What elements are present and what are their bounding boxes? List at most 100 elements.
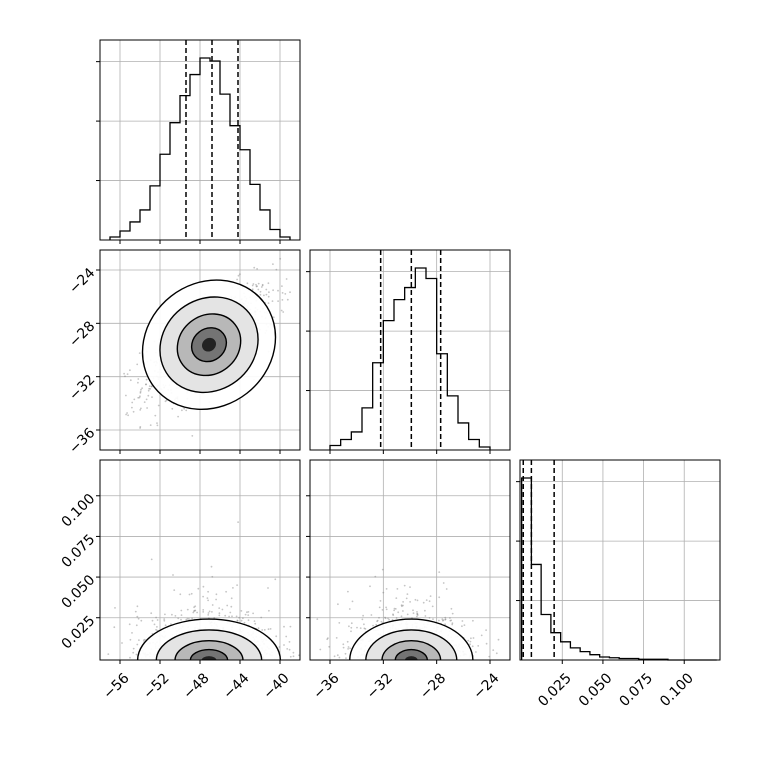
- pair-panel-0-point-192: [261, 283, 264, 286]
- pair-panel-2-point-47: [379, 600, 382, 602]
- pair-panel-2-point-130: [374, 575, 377, 578]
- pair-panel-1-point-510: [218, 614, 221, 617]
- pair-panel-2-point-34: [451, 623, 454, 626]
- pair-panel-2-frame: [309, 459, 511, 661]
- pair-panel-2-point-678: [328, 645, 331, 648]
- pair-panel-1-point-64: [114, 607, 116, 609]
- pair-panel-1-point-799: [224, 614, 227, 617]
- pair-panel-1-point-383: [155, 616, 158, 619]
- pair-panel-2-point-29: [416, 611, 418, 613]
- pair-panel-2-point-351: [338, 622, 341, 624]
- pair-panel-1-point-107: [263, 629, 266, 631]
- pair-panel-0-point-343: [164, 400, 167, 403]
- pair-panel-1-point-847: [211, 604, 214, 606]
- pair-panel-2-point-241: [424, 615, 427, 617]
- pair-panel-2-point-96: [363, 627, 366, 630]
- pair-panel-1-point-518: [289, 625, 292, 628]
- pair-panel-0-point-54: [145, 383, 148, 386]
- pair-panel-1-point-840: [164, 613, 166, 616]
- pair-panel-1-point-191: [254, 622, 257, 625]
- pair-panel-1-point-587: [207, 599, 210, 602]
- pair-panel-0-point-639: [304, 288, 306, 290]
- pair-panel-0-point-605: [256, 285, 258, 288]
- pair-panel-2-point-668: [438, 571, 441, 573]
- pair-panel-0-ytick-label-3: −24: [66, 265, 98, 297]
- pair-panel-0-point-332: [171, 407, 174, 410]
- pair-panel-1-point-264: [202, 611, 205, 613]
- pair-panel-1-point-348: [188, 618, 190, 620]
- pair-panel-0-point-814: [265, 293, 268, 296]
- pair-panel-0-point-633: [255, 283, 257, 286]
- pair-panel-1-point-335: [218, 612, 221, 615]
- pair-panel-2-point-28: [442, 582, 445, 584]
- pair-panel-0-point-869: [281, 285, 283, 287]
- pair-panel-1-point-326: [185, 618, 188, 621]
- pair-panel-2-point-566: [461, 625, 463, 628]
- pair-panel-2-point-410: [402, 604, 404, 607]
- pair-panel-1-point-41: [197, 587, 200, 590]
- pair-panel-2-point-826: [385, 606, 387, 609]
- pair-panel-1-point-876: [275, 635, 278, 638]
- pair-panel-2-point-277: [394, 608, 397, 610]
- pair-panel-1-point-433: [196, 611, 199, 614]
- pair-panel-0-point-670: [267, 295, 270, 298]
- pair-panel-2-point-276: [393, 607, 396, 610]
- pair-panel-2-point-234: [335, 637, 338, 639]
- hist-panel-2-xtick-label-1: 0.050: [576, 670, 616, 710]
- pair-panel-2-point-360: [375, 623, 378, 626]
- pair-panel-2-point-835: [469, 643, 471, 646]
- pair-panel-2-density-level-3: [394, 648, 429, 660]
- pair-panel-0-point-672: [143, 401, 146, 403]
- pair-panel-0-point-762: [131, 401, 134, 404]
- pair-panel-2-point-576: [348, 608, 351, 610]
- pair-panel-0-point-508: [271, 300, 274, 302]
- pair-panel-2-point-300: [346, 640, 349, 643]
- pair-panel-1-point-155: [136, 643, 139, 646]
- pair-panel-2-point-561: [400, 615, 403, 618]
- pair-panel-1-point-340: [188, 593, 191, 596]
- pair-panel-2-point-592: [445, 588, 448, 590]
- pair-panel-2-point-715: [338, 656, 341, 659]
- pair-panel-2-point-44: [359, 627, 362, 629]
- pair-panel-0-point-97: [75, 417, 77, 419]
- pair-panel-0-point-428: [139, 390, 142, 393]
- pair-panel-2-point-758: [409, 586, 411, 588]
- pair-panel-2-point-249: [392, 613, 394, 616]
- pair-panel-2-point-261: [432, 618, 434, 620]
- pair-panel-0-point-543: [307, 254, 309, 256]
- pair-panel-1-point-526: [180, 618, 182, 621]
- pair-panel-1-point-586: [193, 609, 196, 612]
- pair-panel-2-point-831: [416, 613, 419, 615]
- pair-panel-1-density-level-4: [201, 656, 217, 660]
- pair-panel-0-point-449: [131, 406, 133, 409]
- pair-panel-1-point-640: [153, 623, 156, 626]
- pair-panel-2-point-90: [344, 652, 347, 655]
- pair-panel-1-point-322: [129, 656, 131, 659]
- pair-panel-2-point-22: [424, 609, 426, 612]
- pair-panel-0-point-370: [251, 288, 254, 291]
- pair-panel-1-point-170: [246, 611, 248, 614]
- pair-panel-0-point-221: [237, 274, 240, 277]
- pair-panel-0-point-896: [281, 292, 284, 294]
- pair-panel-1-point-642: [135, 653, 138, 656]
- pair-panel-0-point-694: [268, 291, 270, 294]
- pair-panel-1-point-181: [215, 598, 218, 601]
- pair-panel-0-point-248: [136, 363, 139, 366]
- pair-panel-0-point-446: [265, 288, 268, 291]
- pair-panel-1-point-483: [253, 620, 256, 622]
- pair-panel-1-ytick-label-2: 0.075: [59, 531, 99, 571]
- pair-panel-1-point-173: [190, 592, 193, 595]
- pair-panel-1-point-819: [244, 613, 247, 616]
- pair-panel-2-point-680: [337, 603, 339, 606]
- pair-panel-2-xtick-label-3: −24: [470, 670, 502, 702]
- pair-panel-0-point-536: [148, 385, 151, 387]
- pair-panel-2-point-518: [438, 619, 440, 622]
- pair-panel-1-point-744: [208, 610, 211, 613]
- pair-panel-1-point-595: [186, 617, 189, 620]
- pair-panel-0-point-643: [129, 379, 132, 382]
- pair-panel-0-point-437: [177, 415, 180, 418]
- pair-panel-0-point-214: [147, 394, 150, 397]
- pair-panel-2-point-733: [470, 637, 472, 640]
- pair-panel-2-point-798: [450, 607, 453, 610]
